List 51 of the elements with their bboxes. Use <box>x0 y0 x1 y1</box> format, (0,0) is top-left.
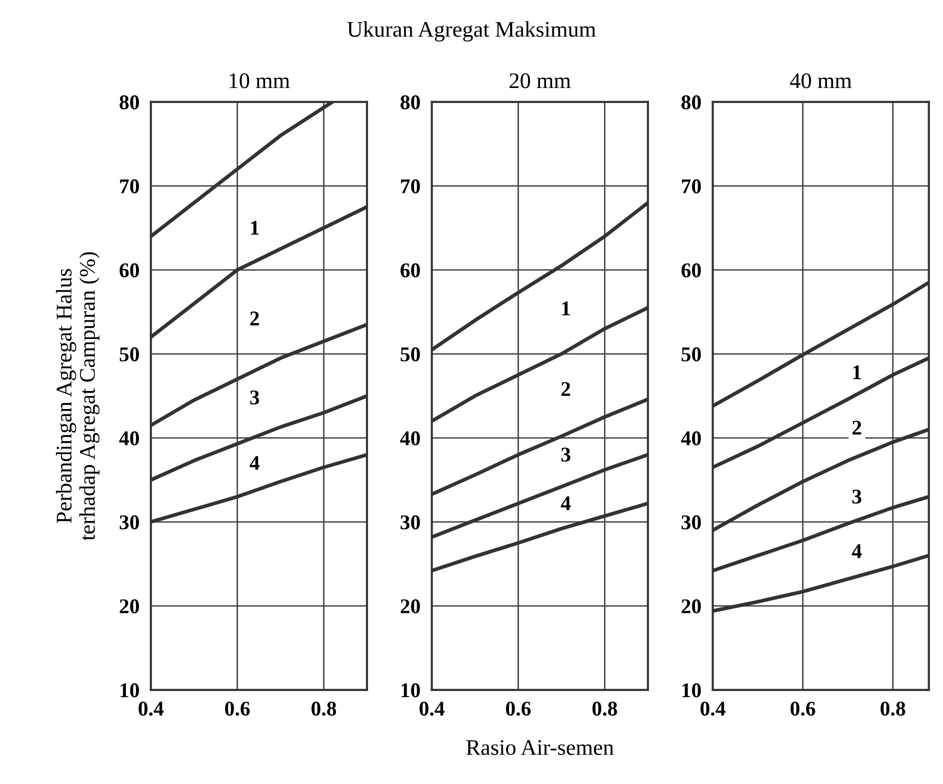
annotation: 4 <box>250 456 260 470</box>
y-tick-label: 80 <box>120 95 139 110</box>
x-tick-label: 0.6 <box>790 702 816 716</box>
annotation: 2 <box>250 312 259 326</box>
chart-title: 40 mm <box>790 73 852 88</box>
x-tick-label: 0.6 <box>225 702 250 716</box>
annotation: 3 <box>250 390 260 404</box>
annotation: 4 <box>560 496 571 510</box>
y-tick-label: 70 <box>682 179 701 194</box>
x-tick-label: 0.8 <box>592 702 618 716</box>
y-tick-label: 40 <box>400 431 420 446</box>
y-tick-label: 60 <box>120 263 139 278</box>
y-tick-label: 30 <box>400 515 420 530</box>
chart-title: 20 mm <box>510 73 571 88</box>
y-tick-label: 10 <box>682 683 701 698</box>
y-tick-label: 10 <box>120 683 139 698</box>
y-tick-label: 70 <box>120 179 139 194</box>
y-tick-label: 10 <box>402 683 420 698</box>
annotation: 2 <box>561 382 570 396</box>
annotation: 1 <box>251 220 259 235</box>
x-tick-label: 0.4 <box>138 702 164 716</box>
annotation: 2 <box>852 420 862 435</box>
y-tick-label: 20 <box>682 599 701 614</box>
y-tick-label: 30 <box>682 515 701 530</box>
x-tick-label: 0.4 <box>420 702 444 716</box>
x-axis-title: Rasio Air-semen <box>466 740 614 756</box>
x-tick-label: 0.8 <box>880 702 906 716</box>
chart-title: 10 mm <box>230 73 290 88</box>
y-tick-label: 50 <box>400 347 420 362</box>
y-tick-label: 70 <box>401 179 420 194</box>
y-tick-label: 20 <box>400 599 420 614</box>
y-tick-label: 40 <box>119 431 139 446</box>
x-tick-label: 0.6 <box>506 702 531 716</box>
annotation: 3 <box>852 490 862 504</box>
y-tick-label: 20 <box>120 599 139 614</box>
y-tick-label: 30 <box>120 515 139 530</box>
y-tick-label: 80 <box>682 95 701 110</box>
x-tick-label: 0.4 <box>700 702 726 716</box>
x-tick-label: 0.8 <box>312 702 336 716</box>
annotation: 4 <box>852 544 862 558</box>
y-axis-title: Perbandingan Agregat Halus terhadap Agregat Campuran (%) <box>56 252 100 540</box>
y-tick-label: 50 <box>682 347 701 362</box>
annotation: 1 <box>853 365 861 380</box>
annotation: 1 <box>562 301 570 316</box>
text: Ukuran Agregat Maksimum <box>347 21 596 42</box>
y-tick-label: 60 <box>400 263 420 278</box>
y-tick-label: 40 <box>681 431 701 446</box>
y-tick-label: 80 <box>400 95 420 110</box>
y-tick-label: 50 <box>120 347 139 362</box>
annotation: 3 <box>561 448 570 462</box>
y-tick-label: 60 <box>682 263 701 278</box>
